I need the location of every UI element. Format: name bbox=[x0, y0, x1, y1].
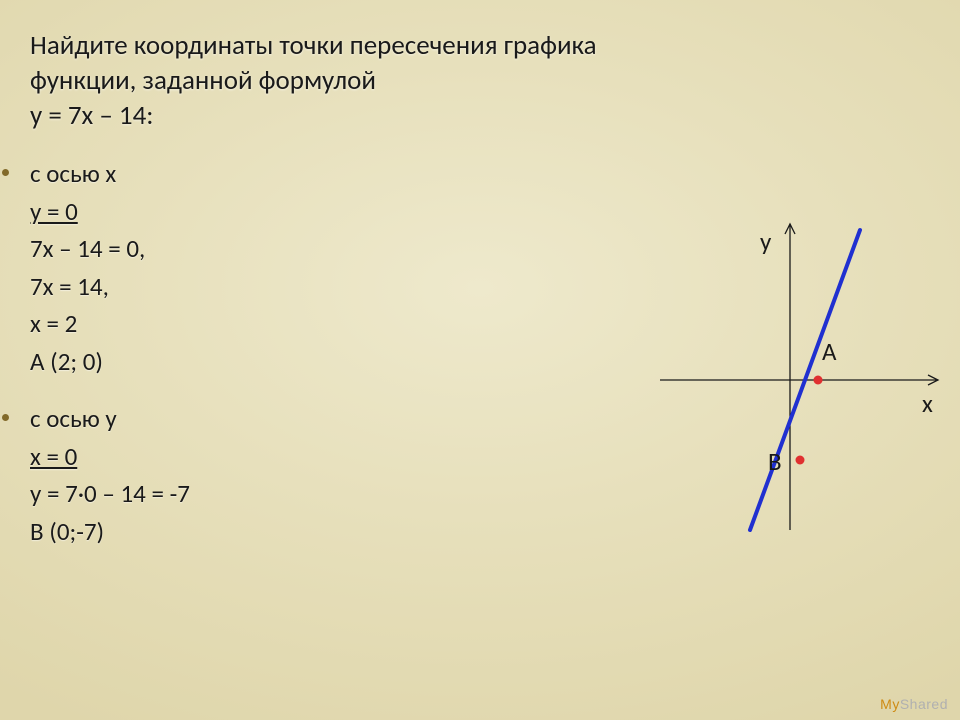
title-line: Найдите координаты точки пересечения гра… bbox=[30, 28, 930, 63]
svg-text:А: А bbox=[822, 336, 837, 367]
title-line: функции, заданной формулой bbox=[30, 63, 930, 98]
watermark-part: Shared bbox=[900, 696, 948, 712]
watermark: MyShared bbox=[880, 696, 948, 712]
task-title: Найдите координаты точки пересечения гра… bbox=[30, 28, 930, 133]
title-line: у = 7х – 14: bbox=[30, 98, 930, 133]
svg-text:х: х bbox=[922, 388, 933, 419]
coordinate-chart: А Вх у bbox=[660, 220, 940, 560]
watermark-part: My bbox=[880, 696, 900, 712]
svg-text:В: В bbox=[768, 446, 782, 477]
bullet-item: с осью х bbox=[30, 155, 930, 193]
svg-text:у: у bbox=[760, 226, 772, 257]
